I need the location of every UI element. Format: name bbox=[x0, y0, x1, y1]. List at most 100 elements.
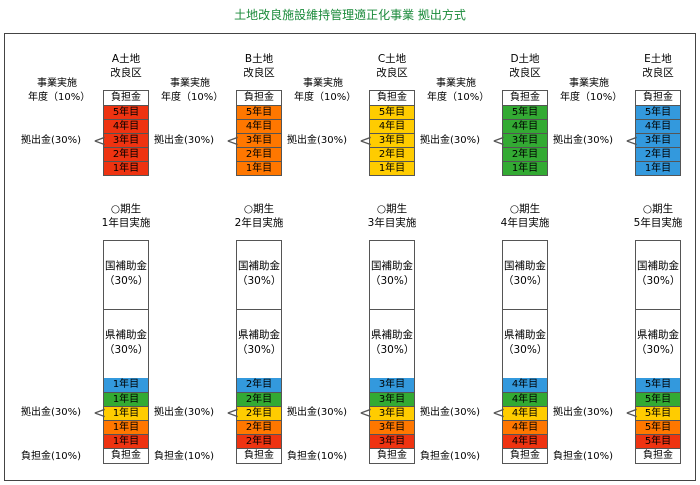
national-subsidy-box: 国補助金 （30%） bbox=[236, 240, 282, 310]
year-cell: 2年目 bbox=[237, 147, 281, 161]
contribution-label: 拠出金(30%) bbox=[287, 135, 348, 146]
brace-icon: < bbox=[625, 403, 639, 422]
year-cell: 1年目 bbox=[104, 434, 148, 448]
prefectural-subsidy-label: 県補助金 bbox=[637, 329, 679, 341]
prefectural-subsidy-box: 県補助金 （30%） bbox=[236, 309, 282, 379]
year-cell: 4年目 bbox=[503, 434, 547, 448]
top-contribution-stack: 負担金 5年目 4年目 3年目 2年目 1年目 bbox=[236, 90, 282, 176]
year-cell: 1年目 bbox=[104, 392, 148, 406]
year-cell: 4年目 bbox=[503, 420, 547, 434]
district-name-2: 改良区 bbox=[110, 67, 142, 79]
national-subsidy-label: 国補助金 bbox=[238, 260, 280, 272]
year-cell: 2年目 bbox=[237, 392, 281, 406]
bottom-contribution-stack: 5年目 5年目 5年目 5年目 5年目 負担金 bbox=[635, 378, 681, 464]
implementation-year-label: 2年目実施 bbox=[234, 217, 284, 229]
national-subsidy-pct: （30%） bbox=[237, 275, 282, 287]
national-subsidy-pct: （30%） bbox=[636, 275, 681, 287]
prefectural-subsidy-label: 県補助金 bbox=[105, 329, 147, 341]
top-contribution-stack: 負担金 5年目 4年目 3年目 2年目 1年目 bbox=[502, 90, 548, 176]
project-year-pct-label: 年度（10%） bbox=[294, 92, 357, 103]
period-label: ○期生 bbox=[376, 203, 408, 215]
national-subsidy-label: 国補助金 bbox=[105, 260, 147, 272]
brace-icon: < bbox=[359, 403, 373, 422]
implementation-year-label: 4年目実施 bbox=[500, 217, 550, 229]
year-cell: 4年目 bbox=[370, 119, 414, 133]
year-cell: 1年目 bbox=[104, 406, 148, 420]
year-cell: 5年目 bbox=[636, 406, 680, 420]
bottom-contribution-stack: 3年目 3年目 3年目 3年目 3年目 負担金 bbox=[369, 378, 415, 464]
year-cell: 4年目 bbox=[636, 119, 680, 133]
implementation-year-label: 5年目実施 bbox=[633, 217, 683, 229]
year-cell: 5年目 bbox=[104, 105, 148, 119]
year-cell: 2年目 bbox=[237, 420, 281, 434]
brace-icon: < bbox=[492, 403, 506, 422]
national-subsidy-pct: （30%） bbox=[370, 275, 415, 287]
period-label: ○期生 bbox=[509, 203, 541, 215]
implementation-year-label: 3年目実施 bbox=[367, 217, 417, 229]
brace-icon: < bbox=[492, 131, 506, 150]
prefectural-subsidy-pct: （30%） bbox=[104, 344, 149, 356]
project-year-pct-label: 年度（10%） bbox=[161, 92, 224, 103]
burden-cell: 負担金 bbox=[636, 91, 680, 105]
implementation-year-label: 1年目実施 bbox=[101, 217, 151, 229]
prefectural-subsidy-pct: （30%） bbox=[503, 344, 548, 356]
project-year-label: 事業実施 bbox=[37, 78, 77, 89]
diagram-title: 土地改良施設維持管理適正化事業 拠出方式 bbox=[234, 8, 466, 22]
year-cell: 1年目 bbox=[237, 161, 281, 175]
project-year-label: 事業実施 bbox=[569, 78, 609, 89]
year-cell: 3年目 bbox=[370, 420, 414, 434]
year-cell: 5年目 bbox=[636, 105, 680, 119]
burden-cell: 負担金 bbox=[636, 448, 680, 462]
project-year-pct-label: 年度（10%） bbox=[427, 92, 490, 103]
district-name: A土地 bbox=[111, 53, 141, 65]
diagram-frame bbox=[4, 33, 696, 481]
year-cell: 3年目 bbox=[370, 133, 414, 147]
burden-cell: 負担金 bbox=[237, 91, 281, 105]
project-year-label: 事業実施 bbox=[170, 78, 210, 89]
national-subsidy-box: 国補助金 （30%） bbox=[635, 240, 681, 310]
contribution-label: 拠出金(30%) bbox=[553, 135, 614, 146]
year-cell: 5年目 bbox=[370, 105, 414, 119]
year-cell: 3年目 bbox=[503, 133, 547, 147]
year-cell: 2年目 bbox=[370, 147, 414, 161]
year-cell: 1年目 bbox=[370, 161, 414, 175]
year-cell: 4年目 bbox=[503, 392, 547, 406]
burden-pct-label: 負担金(10%) bbox=[553, 451, 614, 462]
contribution-label: 拠出金(30%) bbox=[553, 407, 614, 418]
year-cell: 4年目 bbox=[503, 378, 547, 392]
national-subsidy-label: 国補助金 bbox=[504, 260, 546, 272]
national-subsidy-box: 国補助金 （30%） bbox=[103, 240, 149, 310]
burden-cell: 負担金 bbox=[104, 91, 148, 105]
national-subsidy-label: 国補助金 bbox=[637, 260, 679, 272]
brace-icon: < bbox=[625, 131, 639, 150]
year-cell: 3年目 bbox=[237, 133, 281, 147]
burden-pct-label: 負担金(10%) bbox=[287, 451, 348, 462]
national-subsidy-box: 国補助金 （30%） bbox=[502, 240, 548, 310]
year-cell: 3年目 bbox=[370, 378, 414, 392]
burden-pct-label: 負担金(10%) bbox=[154, 451, 215, 462]
district-name: E土地 bbox=[644, 53, 672, 65]
year-cell: 4年目 bbox=[503, 119, 547, 133]
year-cell: 2年目 bbox=[237, 434, 281, 448]
year-cell: 5年目 bbox=[237, 105, 281, 119]
year-cell: 2年目 bbox=[636, 147, 680, 161]
top-contribution-stack: 負担金 5年目 4年目 3年目 2年目 1年目 bbox=[635, 90, 681, 176]
project-year-pct-label: 年度（10%） bbox=[28, 92, 91, 103]
year-cell: 5年目 bbox=[503, 105, 547, 119]
contribution-label: 拠出金(30%) bbox=[420, 135, 481, 146]
year-cell: 1年目 bbox=[636, 161, 680, 175]
bottom-contribution-stack: 2年目 2年目 2年目 2年目 2年目 負担金 bbox=[236, 378, 282, 464]
district-name: B土地 bbox=[244, 53, 274, 65]
brace-icon: < bbox=[93, 403, 107, 422]
year-cell: 1年目 bbox=[104, 378, 148, 392]
district-name: C土地 bbox=[377, 53, 407, 65]
national-subsidy-label: 国補助金 bbox=[371, 260, 413, 272]
contribution-label: 拠出金(30%) bbox=[287, 407, 348, 418]
district-name-2: 改良区 bbox=[509, 67, 541, 79]
bottom-contribution-stack: 1年目 1年目 1年目 1年目 1年目 負担金 bbox=[103, 378, 149, 464]
prefectural-subsidy-pct: （30%） bbox=[636, 344, 681, 356]
district-name-2: 改良区 bbox=[642, 67, 674, 79]
contribution-label: 拠出金(30%) bbox=[21, 407, 82, 418]
brace-icon: < bbox=[226, 403, 240, 422]
national-subsidy-pct: （30%） bbox=[104, 275, 149, 287]
